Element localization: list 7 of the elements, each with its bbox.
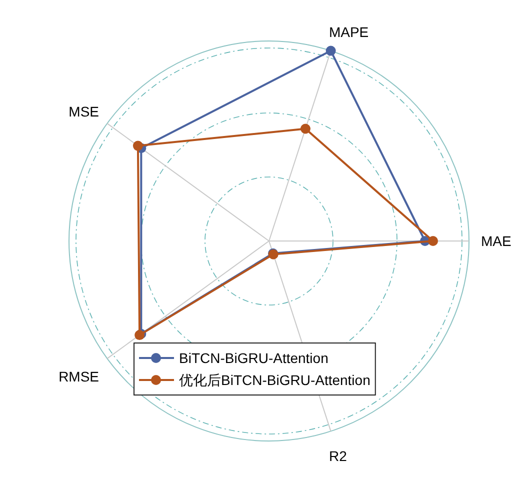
axis-label: RMSE — [58, 368, 100, 384]
axis-label: MAE — [481, 233, 512, 249]
legend-label: BiTCN-BiGRU-Attention — [179, 350, 328, 366]
axis-label: MSE — [68, 104, 100, 120]
axis-label: MAPE — [328, 24, 369, 40]
legend-label: 优化后BiTCN-BiGRU-Attention — [179, 372, 370, 388]
axis-label: R2 — [328, 448, 347, 464]
